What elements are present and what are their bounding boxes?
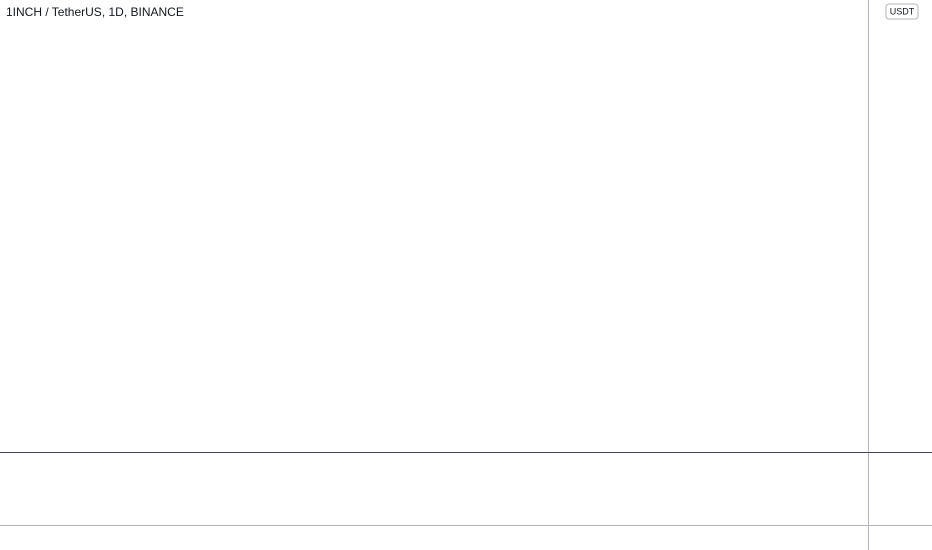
chart-title: 1INCH / TetherUS, 1D, BINANCE [6, 5, 184, 19]
currency[interactable]: USDT [890, 6, 915, 16]
currency-box[interactable] [885, 3, 919, 20]
